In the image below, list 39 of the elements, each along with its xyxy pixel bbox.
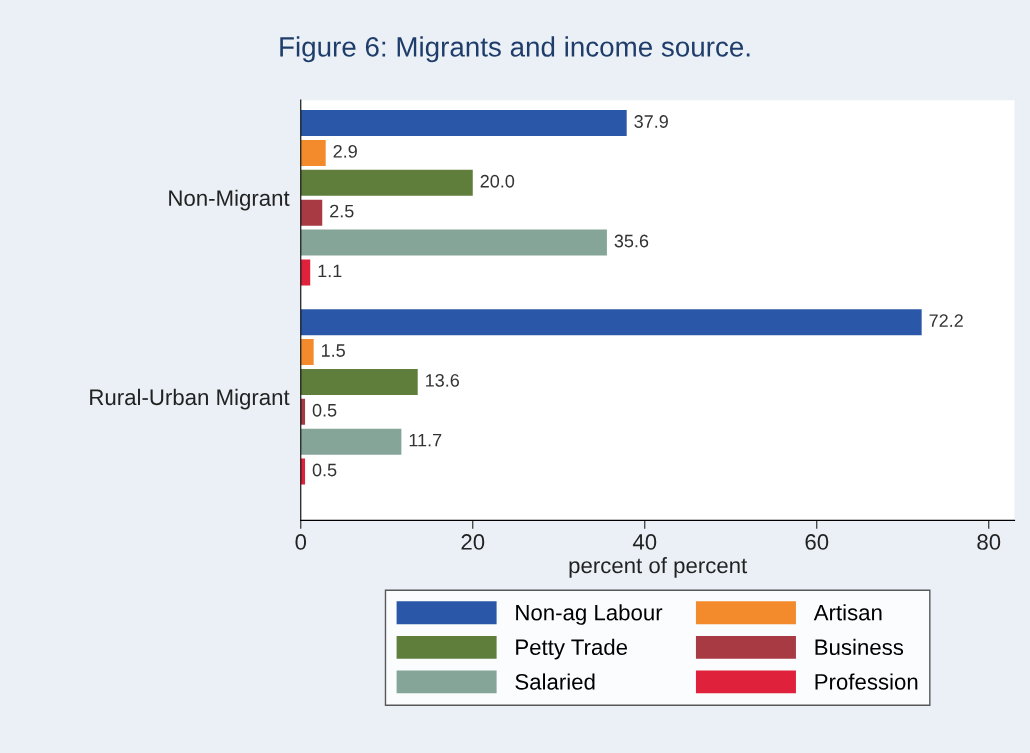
legend-label: Business xyxy=(815,638,904,656)
data-label: 35.6 xyxy=(614,234,649,248)
x-tick-label: 20 xyxy=(461,534,485,550)
data-label: 72.2 xyxy=(929,314,963,327)
x-tick-label: 80 xyxy=(977,534,1001,550)
bar xyxy=(300,199,323,226)
data-label: 0.5 xyxy=(312,463,337,477)
data-label: 20.0 xyxy=(480,174,515,188)
data-label: 0.5 xyxy=(312,403,337,417)
bar xyxy=(300,398,306,425)
legend-label: Salaried xyxy=(515,673,595,690)
x-tick-label: 60 xyxy=(805,534,829,550)
bar xyxy=(300,229,607,256)
bar xyxy=(300,368,418,395)
x-tick-label: 0 xyxy=(295,534,307,550)
legend-label: Profession xyxy=(815,673,918,690)
legend-label: Non-ag Labour xyxy=(516,604,663,625)
legend-label: Petty Trade xyxy=(516,638,628,660)
x-tick-label: 40 xyxy=(632,534,657,550)
data-label: 1.5 xyxy=(321,344,345,357)
data-label: 13.6 xyxy=(426,373,460,387)
bar xyxy=(300,428,402,455)
bar xyxy=(300,169,473,196)
bar xyxy=(300,309,922,336)
bar xyxy=(300,110,627,137)
data-label: 11.7 xyxy=(409,433,442,447)
bar xyxy=(300,458,306,485)
y-tick-label: Rural-Urban Migrant xyxy=(90,388,290,410)
x-axis-title: percent of percent xyxy=(569,557,748,578)
y-tick-label: Non-Migrant xyxy=(169,189,290,211)
data-label: 2.5 xyxy=(330,204,354,218)
data-label: 2.9 xyxy=(333,144,357,158)
bar xyxy=(300,339,314,366)
bar xyxy=(300,259,311,286)
chart-title: Figure 6: Migrants and income source. xyxy=(280,36,750,63)
legend-label: Artisan xyxy=(813,604,882,621)
data-label: 37.9 xyxy=(634,115,668,128)
bar xyxy=(300,139,326,166)
data-label: 1.1 xyxy=(318,264,342,278)
